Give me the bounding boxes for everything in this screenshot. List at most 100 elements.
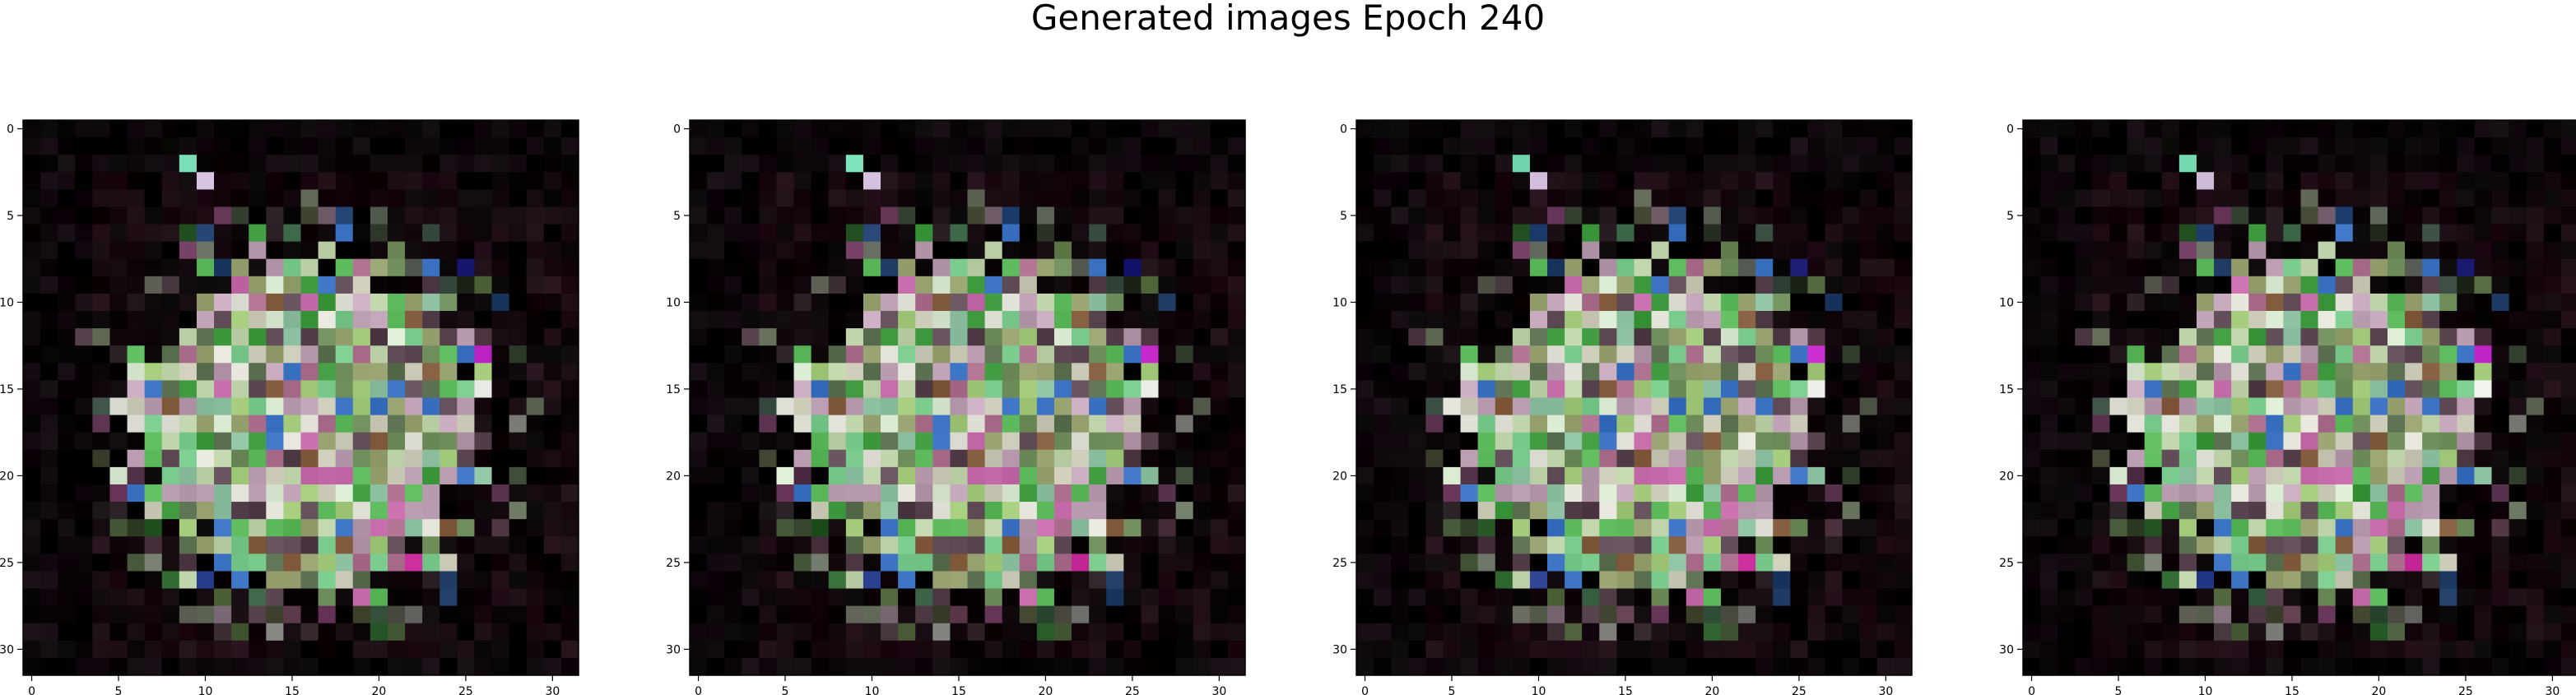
pixel-cell — [759, 397, 778, 416]
pixel-cell — [266, 276, 284, 294]
pixel-cell — [1227, 432, 1246, 451]
pixel-cell — [23, 137, 41, 155]
pixel-cell — [405, 137, 423, 155]
pixel-cell — [776, 258, 795, 277]
pixel-cell — [92, 640, 111, 659]
pixel-cell — [161, 311, 180, 329]
pixel-cell — [2318, 432, 2337, 451]
pixel-cell — [40, 224, 58, 243]
pixel-cell — [863, 432, 881, 451]
y-tick-label: 30 — [1999, 643, 2014, 656]
pixel-cell — [898, 172, 916, 190]
pixel-cell — [1894, 276, 1913, 294]
pixel-cell — [1072, 554, 1090, 572]
pixel-cell — [793, 449, 812, 468]
pixel-cell — [266, 519, 284, 537]
pixel-cell — [2560, 502, 2576, 520]
pixel-cell — [793, 328, 812, 346]
pixel-cell — [1599, 605, 1617, 624]
pixel-cell — [457, 120, 476, 138]
pixel-cell — [1807, 276, 1826, 294]
pixel-cell — [2318, 137, 2337, 155]
pixel-cell — [863, 605, 881, 624]
pixel-cell — [2196, 449, 2215, 468]
y-tick-label: 0 — [673, 123, 681, 137]
pixel-cell — [370, 276, 388, 294]
pixel-cell — [1773, 657, 1791, 676]
pixel-cell — [335, 345, 354, 364]
pixel-cell — [1790, 657, 1809, 676]
pixel-cell — [1651, 415, 1670, 433]
pixel-cell — [231, 449, 249, 468]
pixel-cell — [1210, 155, 1229, 173]
pixel-cell — [2023, 206, 2041, 225]
pixel-cell — [2369, 224, 2388, 243]
pixel-cell — [1123, 466, 1142, 485]
pixel-cell — [1529, 623, 1548, 642]
pixel-cell — [828, 502, 847, 520]
pixel-cell — [1565, 328, 1583, 346]
pixel-cell — [2318, 258, 2337, 277]
pixel-cell — [1738, 605, 1756, 624]
pixel-cell — [1106, 155, 1124, 173]
pixel-cell — [2127, 432, 2146, 451]
pixel-cell — [214, 554, 232, 572]
pixel-cell — [1106, 328, 1124, 346]
pixel-cell — [144, 345, 163, 364]
pixel-cell — [690, 328, 708, 346]
pixel-cell — [2248, 640, 2267, 659]
pixel-cell — [2491, 605, 2510, 624]
pixel-cell — [1790, 605, 1809, 624]
pixel-cell — [2405, 536, 2423, 554]
pixel-cell — [1408, 657, 1426, 676]
pixel-cell — [352, 397, 371, 416]
pixel-cell — [2127, 571, 2146, 590]
pixel-cell — [387, 415, 406, 433]
pixel-cell — [1477, 241, 1496, 260]
pixel-cell — [1529, 449, 1548, 468]
pixel-cell — [318, 206, 337, 225]
pixel-cell — [231, 571, 249, 590]
pixel-cell — [1477, 640, 1496, 659]
pixel-cell — [2231, 657, 2249, 676]
pixel-cell — [1668, 519, 1687, 537]
pixel-cell — [2196, 502, 2215, 520]
pixel-cell — [776, 224, 795, 243]
pixel-cell — [898, 137, 916, 155]
pixel-cell — [1019, 554, 1038, 572]
pixel-cell — [526, 484, 545, 503]
y-tick-label: 30 — [0, 643, 14, 656]
pixel-cell — [2040, 536, 2058, 554]
pixel-cell — [1175, 605, 1194, 624]
pixel-cell — [1703, 311, 1722, 329]
pixel-cell — [1703, 466, 1722, 485]
pixel-cell — [1053, 432, 1072, 451]
pixel-cell — [1547, 363, 1565, 381]
pixel-cell — [2526, 293, 2545, 312]
pixel-cell — [967, 536, 986, 554]
pixel-cell — [2300, 397, 2319, 416]
pixel-cell — [1123, 311, 1142, 329]
pixel-cell — [2161, 276, 2180, 294]
pixel-cell — [1477, 224, 1496, 243]
pixel-cell — [1036, 311, 1055, 329]
pixel-cell — [1651, 519, 1670, 537]
pixel-cell — [543, 623, 562, 642]
pixel-cell — [2248, 120, 2267, 138]
pixel-cell — [1210, 172, 1229, 190]
pixel-cell — [1460, 640, 1479, 659]
pixel-cell — [2214, 502, 2232, 520]
pixel-cell — [2144, 554, 2163, 572]
pixel-cell — [58, 189, 76, 208]
pixel-cell — [405, 172, 423, 190]
pixel-cell — [1175, 363, 1194, 381]
pixel-cell — [2144, 623, 2163, 642]
pixel-cell — [1227, 328, 1246, 346]
pixel-cell — [811, 484, 830, 503]
x-tick-label: 10 — [1532, 685, 1546, 695]
pixel-cell — [1425, 137, 1444, 155]
pixel-cell — [828, 554, 847, 572]
pixel-cell — [1529, 172, 1548, 190]
pixel-cell — [2075, 484, 2093, 503]
pixel-cell — [1495, 640, 1514, 659]
